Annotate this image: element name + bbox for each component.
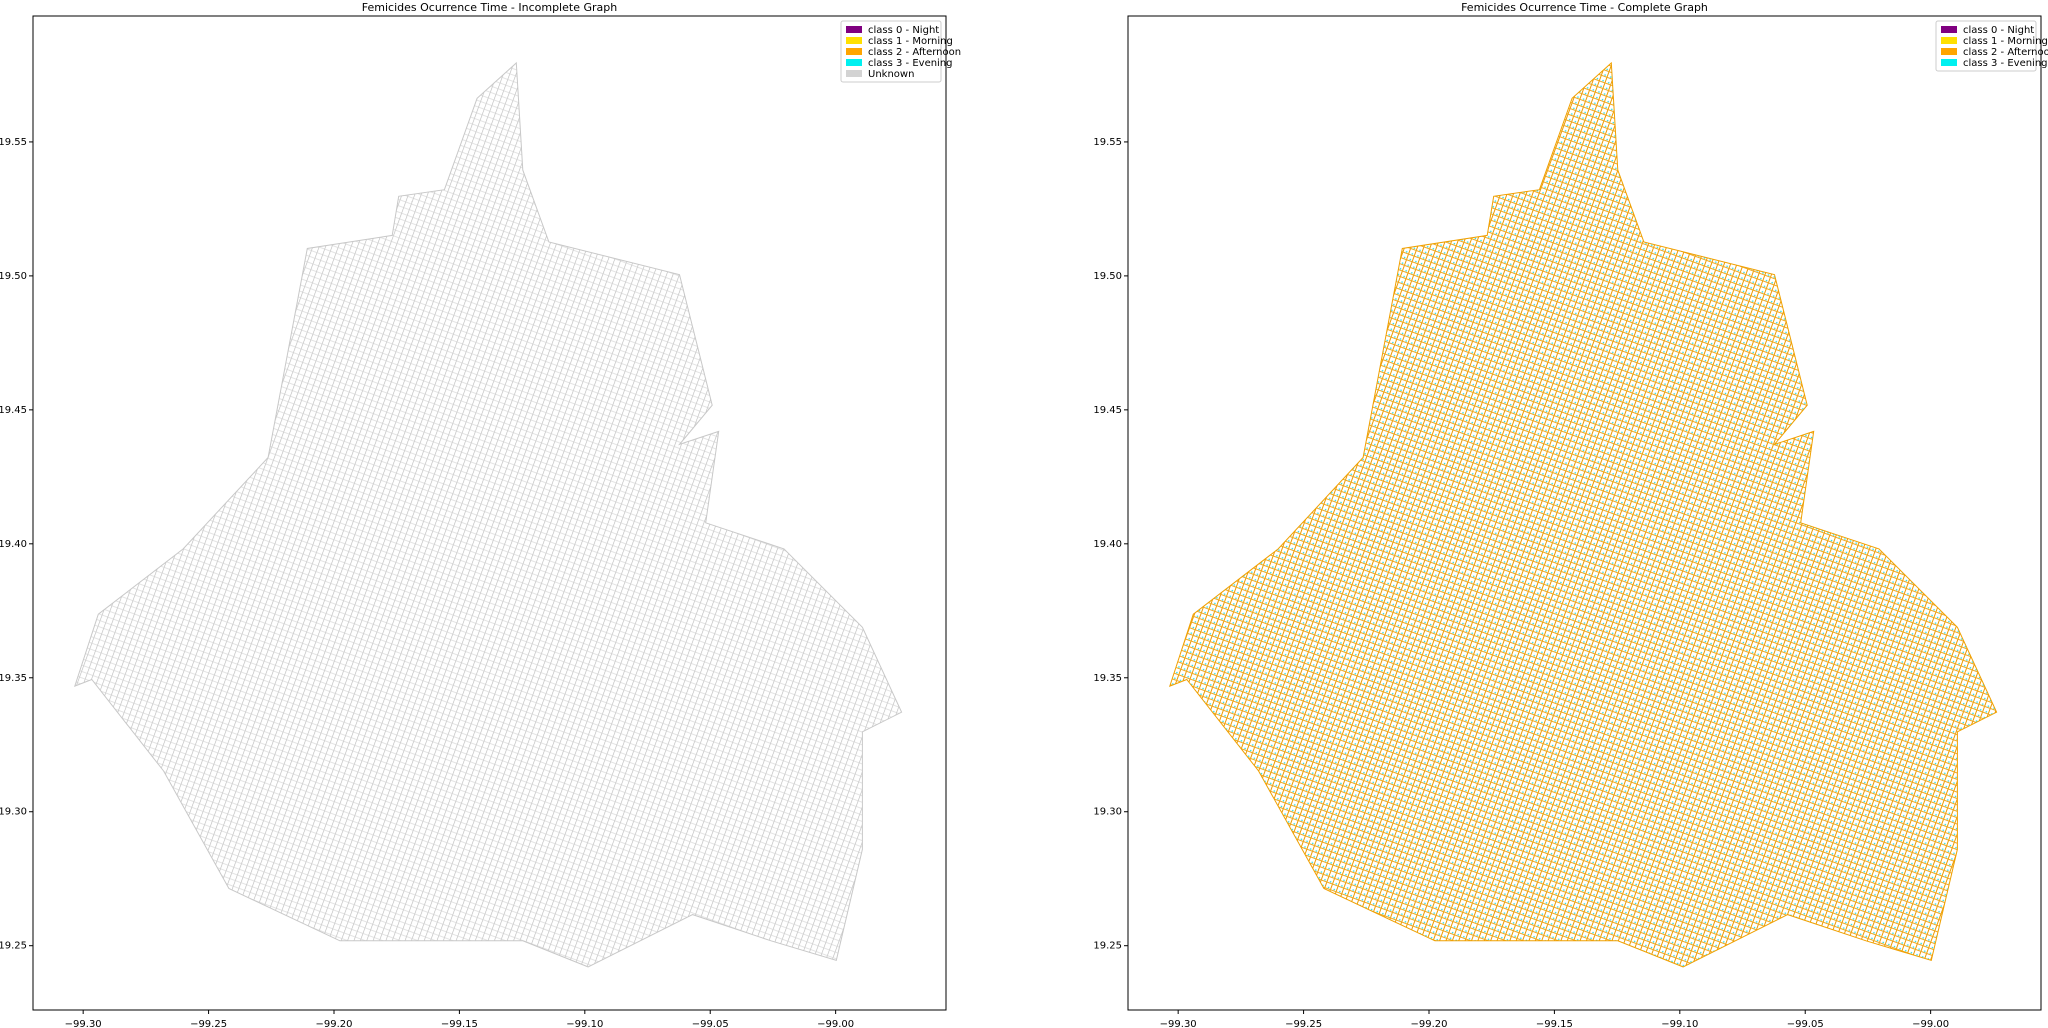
x-tick-label: −99.00 [817, 1019, 854, 1028]
y-tick-label: 19.25 [0, 941, 27, 952]
x-tick-label: −99.00 [1912, 1019, 1949, 1028]
axes-frame [32, 15, 947, 1011]
y-tick-label: 19.45 [0, 405, 27, 416]
axes-frame [1127, 15, 2042, 1011]
x-tick-label: −99.30 [65, 1019, 102, 1028]
legend-box [840, 20, 942, 83]
x-tick-label: −99.25 [1285, 1019, 1322, 1028]
legend-label: class 2 - Afternoon [1963, 47, 2048, 58]
street-network [1168, 61, 1998, 968]
y-tick-label: 19.40 [0, 539, 27, 550]
chart-title: Femicides Ocurrence Time - Incomplete Gr… [362, 1, 617, 14]
legend-label: class 2 - Afternoon [868, 47, 961, 58]
x-tick-label: −99.15 [441, 1019, 478, 1028]
legend-label: class 3 - Evening [1963, 58, 2048, 69]
legend-swatch [1941, 26, 1957, 33]
x-tick-label: −99.20 [1410, 1019, 1447, 1028]
legend-label: class 0 - Night [868, 25, 939, 36]
legend-swatch [846, 70, 862, 77]
legend-label: Unknown [868, 69, 914, 80]
y-tick-label: 19.35 [1093, 673, 1122, 684]
legend-swatch [846, 48, 862, 55]
y-tick-label: 19.50 [0, 271, 27, 282]
x-tick-label: −99.15 [1536, 1019, 1573, 1028]
legend-box [1935, 20, 2037, 72]
x-tick-label: −99.25 [190, 1019, 227, 1028]
y-tick-label: 19.35 [0, 673, 27, 684]
legend-label: class 1 - Morning [868, 36, 953, 47]
y-tick-label: 19.25 [1093, 941, 1122, 952]
y-tick-label: 19.30 [1093, 807, 1122, 818]
legend-label: class 1 - Morning [1963, 36, 2048, 47]
x-tick-label: −99.10 [1661, 1019, 1698, 1028]
street-network [73, 61, 903, 968]
y-tick-label: 19.45 [1093, 405, 1122, 416]
legend-label: class 0 - Night [1963, 25, 2034, 36]
legend-swatch [846, 59, 862, 66]
legend-swatch [1941, 48, 1957, 55]
legend-swatch [1941, 37, 1957, 44]
legend-swatch [1941, 59, 1957, 66]
y-tick-label: 19.55 [0, 137, 27, 148]
x-tick-label: −99.05 [692, 1019, 729, 1028]
legend-swatch [846, 37, 862, 44]
legend-swatch [846, 26, 862, 33]
y-tick-label: 19.40 [1093, 539, 1122, 550]
y-tick-label: 19.30 [0, 807, 27, 818]
chart-title: Femicides Ocurrence Time - Complete Grap… [1461, 1, 1708, 14]
y-tick-label: 19.55 [1093, 137, 1122, 148]
x-tick-label: −99.10 [566, 1019, 603, 1028]
x-tick-label: −99.20 [315, 1019, 352, 1028]
x-tick-label: −99.05 [1787, 1019, 1824, 1028]
x-tick-label: −99.30 [1160, 1019, 1197, 1028]
y-tick-label: 19.50 [1093, 271, 1122, 282]
legend-label: class 3 - Evening [868, 58, 953, 69]
